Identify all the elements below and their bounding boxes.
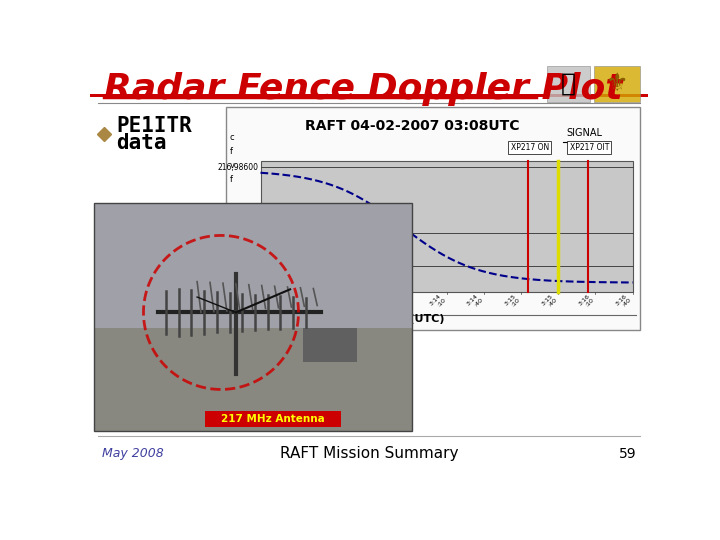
Text: 3:13
:40: 3:13 :40: [392, 294, 409, 311]
Text: 3:11
:40: 3:11 :40: [243, 294, 261, 311]
Text: PE1ITR: PE1ITR: [117, 117, 192, 137]
Text: 3:15
:40: 3:15 :40: [541, 294, 558, 311]
Text: v: v: [230, 161, 235, 170]
Text: 3:15
:10: 3:15 :10: [503, 294, 521, 311]
Text: 59: 59: [618, 447, 636, 461]
Text: 217 MHz Antenna: 217 MHz Antenna: [222, 414, 325, 424]
Bar: [90, 94, 648, 97]
Text: 3:16
:40: 3:16 :40: [615, 294, 632, 311]
Text: Time (UTC): Time (UTC): [374, 314, 444, 325]
Bar: [205, 411, 341, 427]
Text: SIGNAL: SIGNAL: [567, 128, 603, 138]
Text: 3:14
:40: 3:14 :40: [466, 294, 484, 311]
Bar: [94, 328, 412, 430]
Text: 3:12
:10: 3:12 :10: [280, 294, 297, 311]
Bar: [303, 328, 357, 362]
Text: XP217 ON: XP217 ON: [510, 143, 549, 152]
Text: 216,98600: 216,98600: [217, 163, 258, 172]
Text: Radar Fence Doppler Plot: Radar Fence Doppler Plot: [104, 72, 623, 106]
Text: 216,98200: 216,98200: [217, 261, 258, 270]
Text: data: data: [117, 133, 167, 153]
Text: 216,98100: 216,98100: [217, 228, 258, 238]
Bar: [261, 161, 632, 292]
Text: 3:12
:40: 3:12 :40: [318, 294, 335, 311]
Text: May 2008: May 2008: [102, 447, 163, 460]
Text: 3:14
:10: 3:14 :10: [429, 294, 446, 311]
Text: c: c: [230, 133, 234, 143]
Text: RAFT 04-02-2007 03:08UTC: RAFT 04-02-2007 03:08UTC: [305, 119, 519, 133]
Text: f: f: [230, 175, 233, 184]
Text: f: f: [230, 147, 233, 156]
Text: RAFT Mission Summary: RAFT Mission Summary: [280, 446, 458, 461]
Bar: [547, 66, 590, 102]
Text: XP217 OIT: XP217 OIT: [570, 143, 609, 152]
Bar: [594, 66, 640, 102]
Bar: [94, 204, 412, 430]
Text: 🏆: 🏆: [561, 72, 576, 96]
Text: 3:13
:10: 3:13 :10: [354, 294, 372, 311]
Bar: [94, 204, 412, 328]
Text: ⚜: ⚜: [606, 72, 628, 96]
Text: 3:16
:10: 3:16 :10: [578, 294, 595, 311]
Bar: [225, 107, 640, 330]
